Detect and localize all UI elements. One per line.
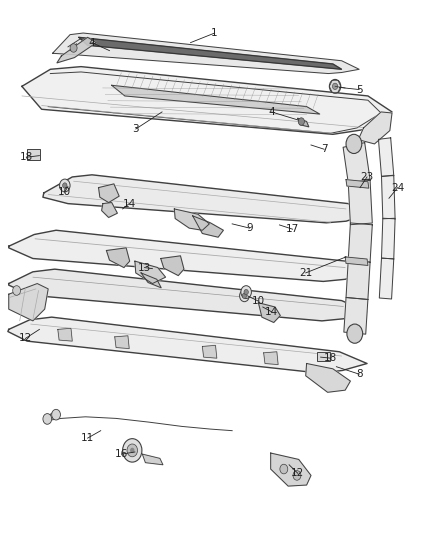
Circle shape	[242, 293, 247, 298]
Circle shape	[329, 79, 341, 93]
Polygon shape	[106, 248, 130, 268]
Circle shape	[241, 286, 251, 298]
Polygon shape	[22, 67, 392, 134]
Text: 8: 8	[356, 369, 363, 379]
Polygon shape	[346, 260, 370, 300]
Polygon shape	[344, 297, 368, 334]
Text: 14: 14	[123, 199, 136, 208]
Circle shape	[63, 183, 67, 188]
Polygon shape	[53, 33, 359, 74]
Polygon shape	[8, 317, 367, 373]
Text: 12: 12	[19, 334, 32, 343]
Polygon shape	[57, 37, 96, 63]
Text: 7: 7	[321, 144, 328, 154]
Text: 4: 4	[268, 107, 275, 117]
Polygon shape	[112, 85, 320, 114]
Polygon shape	[9, 230, 368, 281]
Circle shape	[298, 118, 304, 125]
Text: 5: 5	[356, 85, 363, 94]
Polygon shape	[348, 180, 372, 225]
Circle shape	[60, 179, 70, 192]
Polygon shape	[264, 352, 278, 365]
Circle shape	[130, 448, 134, 453]
Text: 14: 14	[265, 307, 278, 317]
Polygon shape	[202, 345, 217, 358]
Circle shape	[43, 414, 52, 424]
Polygon shape	[193, 216, 223, 237]
Polygon shape	[79, 37, 342, 69]
Text: 12: 12	[291, 469, 304, 478]
Text: 17: 17	[286, 224, 299, 234]
Polygon shape	[9, 269, 367, 321]
Polygon shape	[381, 175, 395, 219]
Polygon shape	[345, 257, 368, 265]
Polygon shape	[135, 261, 166, 284]
Polygon shape	[379, 258, 394, 299]
Text: 18: 18	[20, 152, 33, 162]
Circle shape	[13, 286, 21, 295]
Text: 9: 9	[246, 223, 253, 233]
Polygon shape	[358, 112, 392, 144]
Circle shape	[52, 409, 60, 420]
Circle shape	[346, 134, 362, 154]
Text: 13: 13	[138, 263, 151, 272]
Polygon shape	[174, 209, 209, 230]
Polygon shape	[378, 138, 394, 176]
Circle shape	[123, 439, 142, 462]
Text: 1: 1	[211, 28, 218, 38]
Circle shape	[127, 444, 138, 457]
Text: 18: 18	[324, 353, 337, 363]
Polygon shape	[115, 336, 129, 349]
Circle shape	[280, 464, 288, 474]
Polygon shape	[141, 273, 161, 288]
Polygon shape	[58, 328, 72, 341]
Polygon shape	[161, 256, 184, 276]
Text: 21: 21	[299, 268, 312, 278]
Polygon shape	[9, 284, 48, 321]
Text: 4: 4	[88, 38, 95, 47]
Polygon shape	[142, 454, 163, 465]
Text: 23: 23	[360, 172, 374, 182]
Polygon shape	[381, 218, 395, 259]
Polygon shape	[343, 143, 370, 183]
Circle shape	[240, 290, 249, 302]
Polygon shape	[258, 303, 280, 322]
FancyBboxPatch shape	[317, 352, 330, 361]
FancyBboxPatch shape	[27, 149, 40, 160]
Polygon shape	[99, 184, 119, 203]
Circle shape	[347, 324, 363, 343]
Polygon shape	[298, 118, 309, 127]
Polygon shape	[348, 223, 372, 262]
Text: 10: 10	[252, 296, 265, 306]
Text: 24: 24	[391, 183, 404, 192]
Polygon shape	[102, 203, 117, 217]
Polygon shape	[306, 364, 350, 392]
Circle shape	[293, 471, 301, 480]
Polygon shape	[346, 180, 369, 188]
Circle shape	[332, 83, 338, 90]
Circle shape	[70, 44, 77, 52]
Circle shape	[244, 289, 248, 295]
Text: 3: 3	[132, 124, 139, 134]
Polygon shape	[43, 175, 368, 223]
Text: 16: 16	[115, 449, 128, 459]
Text: 10: 10	[58, 187, 71, 197]
Polygon shape	[271, 453, 311, 486]
Text: 11: 11	[81, 433, 94, 443]
